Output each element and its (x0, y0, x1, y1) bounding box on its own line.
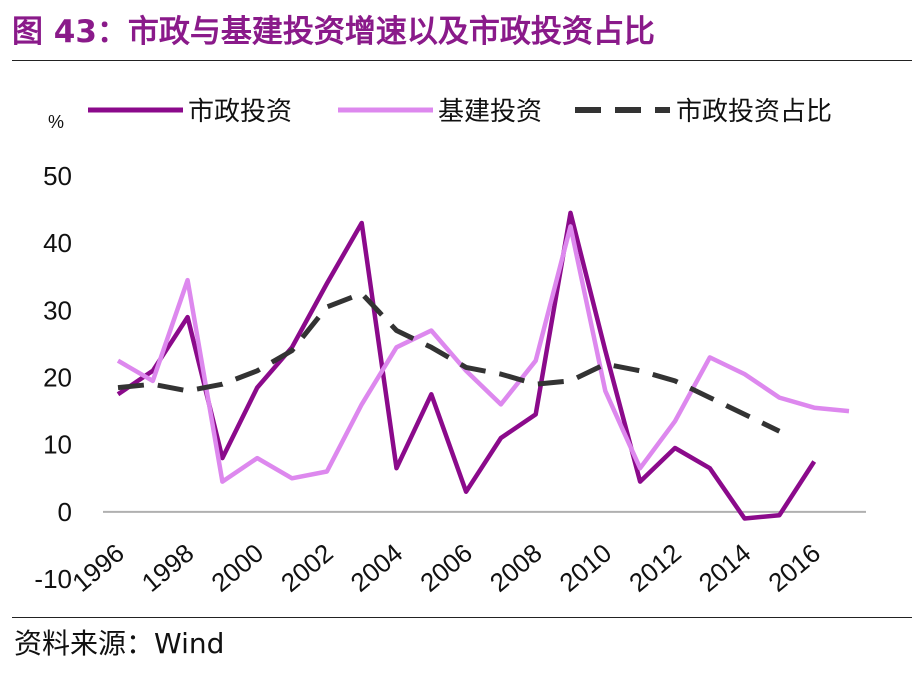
legend-label: 基建投资 (438, 96, 542, 126)
y-tick-label: 50 (43, 161, 72, 191)
series-line (117, 291, 781, 434)
y-tick-label: 40 (43, 228, 72, 258)
legend-label: 市政投资占比 (676, 96, 832, 126)
x-tick-label: 2014 (693, 538, 757, 598)
x-tick-label: 2010 (554, 538, 618, 598)
x-tick-label: 2004 (345, 538, 409, 598)
y-tick-label: 0 (58, 497, 72, 527)
x-tick-label: 2006 (414, 538, 478, 598)
y-tick-label: 20 (43, 363, 72, 393)
series-lines (116, 210, 850, 521)
y-axis-unit: % (48, 112, 64, 132)
y-tick-label: 30 (43, 295, 72, 325)
x-tick-label: 2000 (206, 538, 270, 598)
x-tick-label: 2008 (484, 538, 548, 598)
legend: 市政投资 基建投资 市政投资占比 (88, 96, 832, 126)
top-divider (12, 60, 912, 61)
y-tick-label: 10 (43, 430, 72, 460)
y-axis: % -10 0 10 20 30 40 50 (34, 112, 72, 594)
x-tick-label: 2016 (762, 538, 826, 598)
x-tick-label: 1998 (136, 538, 200, 598)
series-line (116, 210, 817, 521)
x-tick-label: 1996 (66, 538, 130, 598)
source-note: 资料来源：Wind (14, 627, 225, 660)
series-line (116, 224, 850, 484)
figure-title: 图 43：市政与基建投资增速以及市政投资占比 (12, 14, 655, 50)
x-axis: 1996 1998 2000 2002 2004 2006 2008 2010 2012 2014… (66, 510, 866, 598)
x-tick-label: 2012 (623, 538, 687, 598)
bottom-divider (12, 617, 912, 618)
y-tick-label: -10 (34, 564, 72, 594)
legend-label: 市政投资 (188, 96, 292, 126)
x-tick-label: 2002 (275, 538, 339, 598)
